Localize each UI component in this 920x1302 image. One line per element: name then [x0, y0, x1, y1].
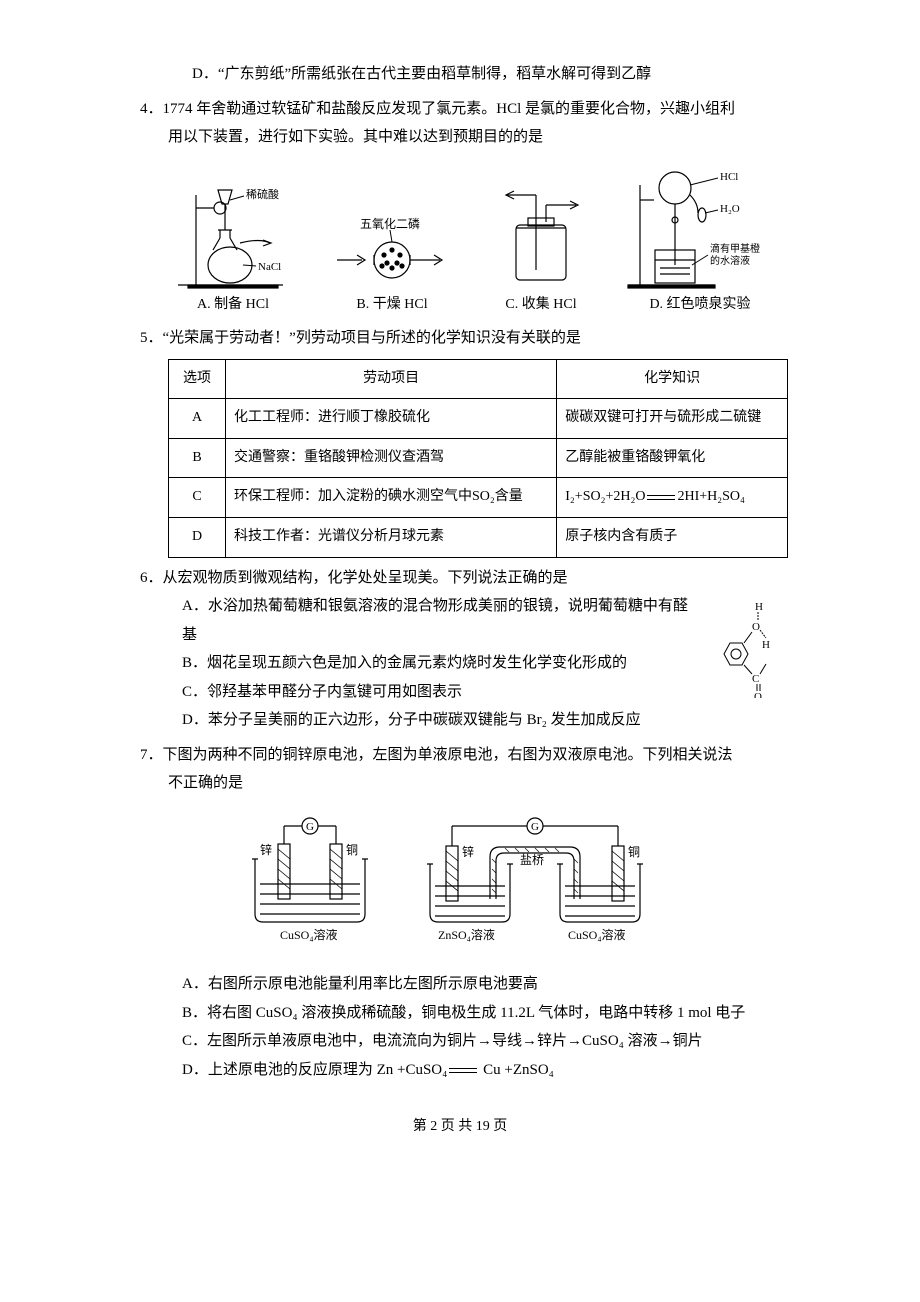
apparatus-d-svg: HCl H₂O 滴有甲基橙 的水溶液: [620, 160, 780, 290]
right-cu-label: 铜: [628, 844, 640, 859]
cell-opt-c: C: [169, 478, 226, 518]
q4-line2: 用以下装置，进行如下实验。其中难以达到预期目的的是: [140, 123, 780, 152]
q6-num: 6．: [140, 570, 163, 586]
svg-text:G: G: [306, 821, 314, 833]
q6-option-b: B．烟花呈现五颜六色是加入的金属元素灼烧时发生化学变化形成的: [140, 649, 780, 678]
cell-chem-c: I₂+SO₂+2H₂O 2HI+H₂SO₄: [557, 478, 788, 518]
q4-fig-d: HCl H₂O 滴有甲基橙 的水溶液 D. 红色喷泉实验: [620, 160, 780, 319]
right-sol-l-label: ZnSO₄溶液: [438, 927, 495, 942]
q7-figure: G 锌 铜 CuSO₄溶液: [140, 804, 780, 965]
chem-c-pre: I₂+SO₂+2H₂O: [565, 489, 645, 504]
th-chem: 化学知识: [557, 359, 788, 399]
equals-line-icon: [449, 1068, 477, 1073]
q6-stem-line: 6．从宏观物质到微观结构，化学处处呈现美。下列说法正确的是: [140, 564, 780, 593]
fig-d-annot2: H₂O: [720, 203, 740, 215]
svg-text:O: O: [752, 621, 760, 633]
q5-table: 选项 劳动项目 化学知识 A 化工工程师：进行顺丁橡胶硫化 碳碳双键可打开与硫形…: [168, 359, 788, 558]
q6-option-a: A．水浴加热葡萄糖和银氨溶液的混合物形成美丽的银镜，说明葡萄糖中有醛基: [140, 592, 780, 649]
cell-opt-d: D: [169, 517, 226, 557]
chem-c-post: 2HI+H₂SO₄: [677, 489, 744, 504]
th-project: 劳动项目: [226, 359, 557, 399]
svg-text:G: G: [531, 821, 539, 833]
q4-line1: 1774 年舍勒通过软锰矿和盐酸反应发现了氯元素。HCl 是氯的重要化合物，兴趣…: [163, 101, 736, 117]
q4-fig-c-caption: C. 收集 HCl: [486, 292, 596, 319]
table-row: A 化工工程师：进行顺丁橡胶硫化 碳碳双键可打开与硫形成二硫键: [169, 399, 788, 439]
fig-a-annot-bottom: NaCl: [258, 261, 281, 273]
page-footer: 第 2 页 共 19 页: [140, 1114, 780, 1141]
q3-option-d: D．“广东剪纸”所需纸张在古代主要由稻草制得，稻草水解可得到乙醇: [163, 60, 781, 89]
left-zn-label: 锌: [260, 843, 272, 857]
apparatus-c-svg: [486, 180, 596, 290]
left-cu-label: 铜: [346, 842, 358, 857]
q4-figure-row: 稀硫酸 NaCl A. 制备 HCl: [168, 160, 780, 319]
q3-d-text: “广东剪纸”所需纸张在古代主要由稻草制得，稻草水解可得到乙醇: [218, 66, 651, 82]
q7-option-c: C．左图所示单液原电池中，电流流向为铜片→导线→锌片→CuSO₄ 溶液→铜片: [140, 1027, 780, 1056]
apparatus-a-svg: 稀硫酸 NaCl: [168, 170, 298, 290]
fig-a-annot-top: 稀硫酸: [246, 187, 279, 201]
question-6: 6．从宏观物质到微观结构，化学处处呈现美。下列说法正确的是 O H H C O …: [140, 564, 780, 735]
q6-option-c: C．邻羟基苯甲醛分子内氢键可用如图表示: [140, 678, 780, 707]
q6-side-figure-svg: O H H C O: [710, 588, 780, 698]
q4-fig-b-caption: B. 干燥 HCl: [322, 292, 462, 319]
table-header-row: 选项 劳动项目 化学知识: [169, 359, 788, 399]
cell-proj-a: 化工工程师：进行顺丁橡胶硫化: [226, 399, 557, 439]
table-row: B 交通警察：重铬酸钾检测仪查酒驾 乙醇能被重铬酸钾氧化: [169, 438, 788, 478]
q4-fig-d-caption: D. 红色喷泉实验: [620, 292, 780, 319]
right-bridge-label: 盐桥: [520, 853, 544, 867]
q7-option-b: B．将右图 CuSO₄ 溶液换成稀硫酸，铜电极生成 11.2L 气体时，电路中转…: [140, 999, 780, 1028]
q4-fig-a: 稀硫酸 NaCl A. 制备 HCl: [168, 170, 298, 319]
th-option: 选项: [169, 359, 226, 399]
right-zn-label: 锌: [462, 845, 474, 859]
q7-stem: 7．下图为两种不同的铜锌原电池，左图为单液原电池，右图为双液原电池。下列相关说法: [140, 741, 780, 770]
q4-fig-a-caption: A. 制备 HCl: [168, 292, 298, 319]
q7-line2: 不正确的是: [140, 769, 780, 798]
apparatus-b-svg: 五氧化二磷: [322, 200, 462, 290]
fig-b-annot: 五氧化二磷: [360, 216, 420, 231]
q7-option-a: A．右图所示原电池能量利用率比左图所示原电池要高: [140, 970, 780, 999]
page-container: D．“广东剪纸”所需纸张在古代主要由稻草制得，稻草水解可得到乙醇 4．1774 …: [70, 0, 850, 1181]
question-7: 7．下图为两种不同的铜锌原电池，左图为单液原电池，右图为双液原电池。下列相关说法…: [140, 741, 780, 1085]
q4-fig-c: C. 收集 HCl: [486, 180, 596, 319]
q5-stem: “光荣属于劳动者！”列劳动项目与所述的化学知识没有关联的是: [163, 330, 581, 346]
cell-proj-c: 环保工程师：加入淀粉的碘水测空气中SO₂含量: [226, 478, 557, 518]
q7-option-d: D．上述原电池的反应原理为 Zn +CuSO₄ Cu +ZnSO₄: [140, 1056, 780, 1085]
svg-text:H: H: [755, 601, 763, 613]
q7-num: 7．: [140, 747, 163, 763]
q7-d-post: Cu +ZnSO₄: [479, 1062, 554, 1078]
q4-stem: 4．1774 年舍勒通过软锰矿和盐酸反应发现了氯元素。HCl 是氯的重要化合物，…: [140, 95, 780, 124]
q7-d-pre: D．上述原电池的反应原理为 Zn +CuSO₄: [182, 1062, 447, 1078]
table-row: C 环保工程师：加入淀粉的碘水测空气中SO₂含量 I₂+SO₂+2H₂O 2HI+…: [169, 478, 788, 518]
fig-d-annot1: HCl: [720, 171, 738, 183]
question-4: 4．1774 年舍勒通过软锰矿和盐酸反应发现了氯元素。HCl 是氯的重要化合物，…: [140, 95, 780, 319]
fig-d-annot3b: 的水溶液: [710, 254, 750, 267]
cell-chem-d: 原子核内含有质子: [557, 517, 788, 557]
equals-line-icon: [647, 495, 675, 500]
q4-fig-b: 五氧化二磷 B. 干燥 HCl: [322, 200, 462, 319]
cell-proj-b: 交通警察：重铬酸钾检测仪查酒驾: [226, 438, 557, 478]
q5-stem-line: 5．“光荣属于劳动者！”列劳动项目与所述的化学知识没有关联的是: [140, 324, 780, 353]
question-5: 5．“光荣属于劳动者！”列劳动项目与所述的化学知识没有关联的是 选项 劳动项目 …: [140, 324, 780, 557]
q3-d-label: D．: [192, 66, 218, 82]
svg-text:C: C: [752, 673, 759, 685]
q5-num: 5．: [140, 330, 163, 346]
left-sol-label: CuSO₄溶液: [280, 927, 338, 942]
svg-text:H: H: [762, 639, 770, 651]
cell-opt-b: B: [169, 438, 226, 478]
q6-option-d: D．苯分子呈美丽的正六边形，分子中碳碳双键能与 Br₂ 发生加成反应: [140, 706, 780, 735]
table-row: D 科技工作者：光谱仪分析月球元素 原子核内含有质子: [169, 517, 788, 557]
q7-line1: 下图为两种不同的铜锌原电池，左图为单液原电池，右图为双液原电池。下列相关说法: [163, 747, 733, 763]
svg-text:O: O: [754, 691, 762, 698]
cell-chem-b: 乙醇能被重铬酸钾氧化: [557, 438, 788, 478]
q4-num: 4．: [140, 101, 163, 117]
right-sol-r-label: CuSO₄溶液: [568, 927, 626, 942]
cell-chem-a: 碳碳双键可打开与硫形成二硫键: [557, 399, 788, 439]
cell-opt-a: A: [169, 399, 226, 439]
cell-proj-d: 科技工作者：光谱仪分析月球元素: [226, 517, 557, 557]
q6-stem: 从宏观物质到微观结构，化学处处呈现美。下列说法正确的是: [163, 570, 568, 586]
fig-d-annot3a: 滴有甲基橙: [710, 242, 760, 255]
q7-cells-svg: G 锌 铜 CuSO₄溶液: [230, 804, 690, 954]
